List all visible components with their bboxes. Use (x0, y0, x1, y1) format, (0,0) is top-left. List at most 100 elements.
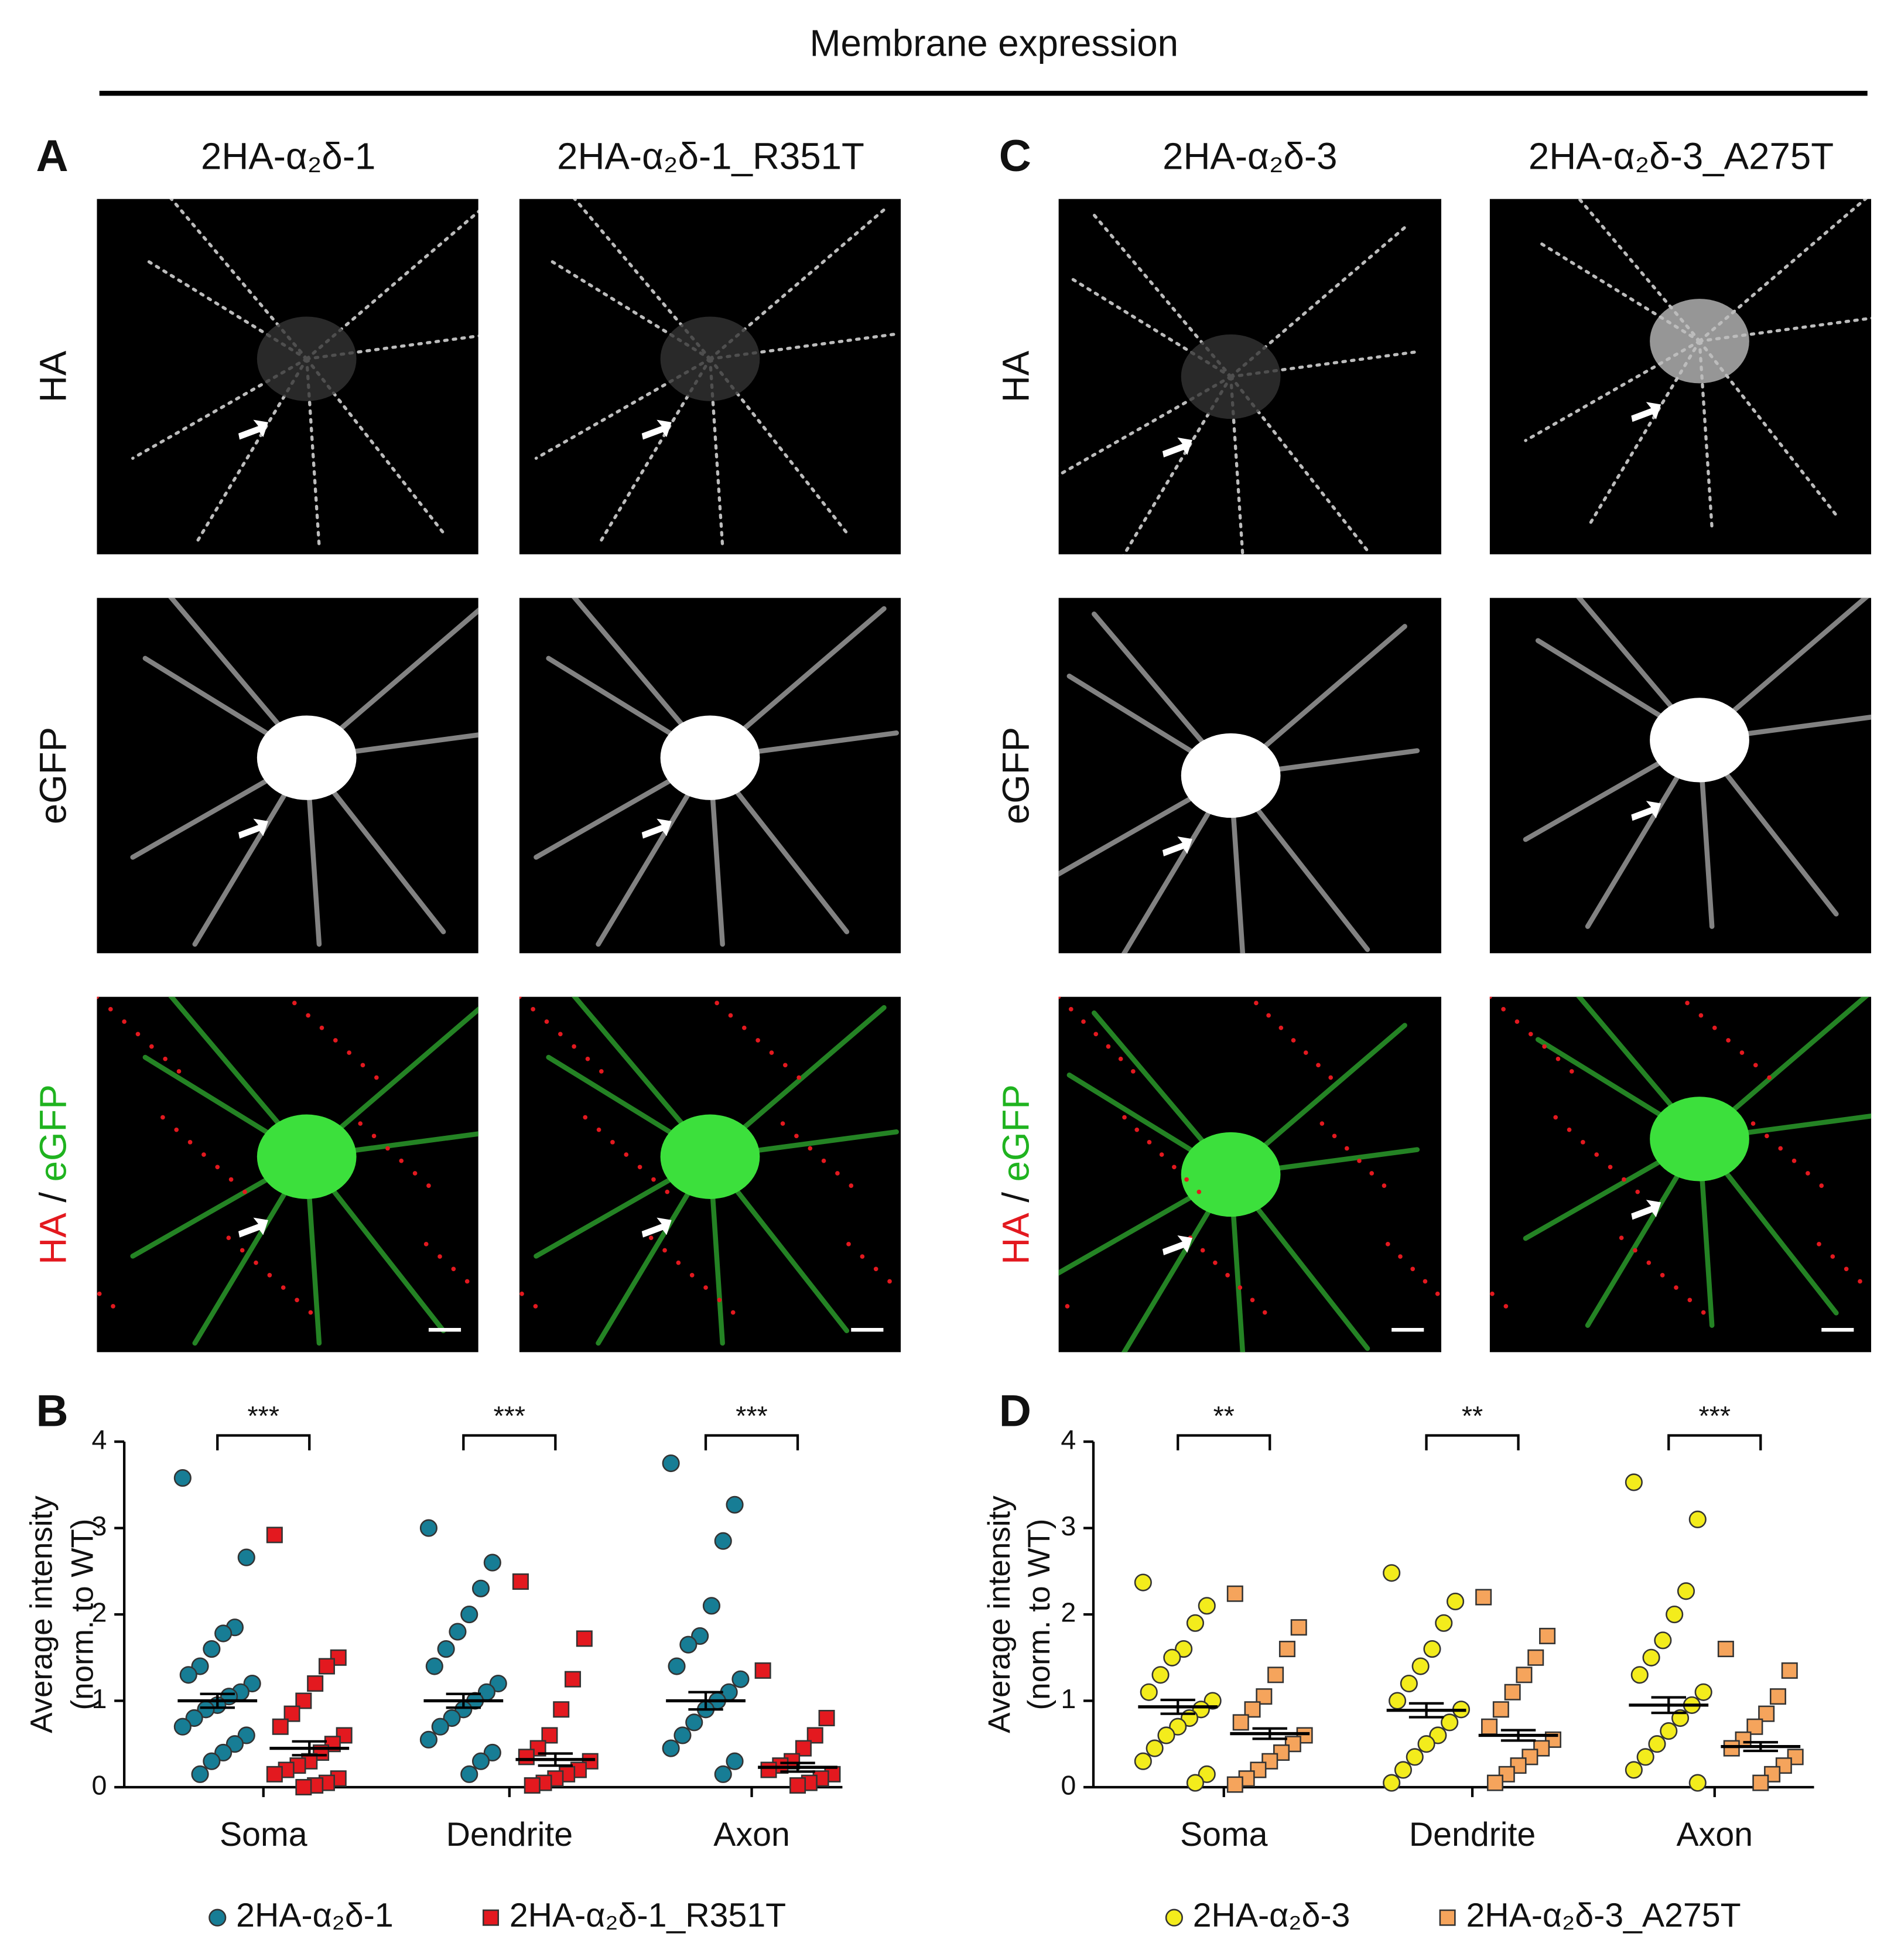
puncta (780, 1121, 785, 1126)
data-point (1134, 1573, 1152, 1592)
data-point (1232, 1714, 1249, 1731)
puncta (714, 1001, 719, 1006)
data-point (191, 1657, 209, 1675)
data-point (726, 1495, 744, 1514)
puncta (149, 1044, 154, 1049)
puncta (1385, 1242, 1390, 1247)
puncta (808, 1146, 813, 1151)
data-point (1481, 1718, 1498, 1735)
data-point (1475, 1589, 1492, 1606)
data-point (1666, 1605, 1684, 1624)
puncta (1134, 1127, 1140, 1132)
puncta (295, 1297, 299, 1303)
puncta (347, 1050, 351, 1055)
panel-letter: C (999, 131, 1031, 181)
data-point (1429, 1726, 1447, 1744)
puncta (1569, 1069, 1574, 1074)
puncta (1674, 1285, 1678, 1290)
puncta (174, 1127, 179, 1132)
puncta (689, 1273, 695, 1278)
puncta (796, 1075, 801, 1080)
data-point (1688, 1510, 1707, 1528)
puncta (1778, 1146, 1783, 1151)
puncta (1687, 1297, 1693, 1303)
sem-bar (446, 1692, 481, 1709)
puncta (1344, 1146, 1349, 1151)
data-point (191, 1765, 209, 1783)
puncta (742, 1025, 747, 1030)
puncta (1567, 1127, 1572, 1132)
puncta (519, 996, 522, 999)
data-point (295, 1778, 312, 1795)
puncta (1065, 1304, 1070, 1309)
puncta (1830, 1254, 1835, 1259)
puncta (122, 1019, 126, 1024)
puncta (849, 1183, 854, 1188)
sem-bar (538, 1752, 573, 1767)
data-point (1411, 1657, 1430, 1675)
soma (257, 316, 357, 401)
data-point (1163, 1648, 1181, 1667)
data-point (237, 1726, 255, 1744)
puncta (887, 1279, 892, 1284)
data-point (460, 1605, 478, 1624)
data-point (518, 1749, 535, 1766)
data-point (307, 1675, 324, 1692)
column-header: 2HA-α₂δ-1 (201, 136, 375, 177)
data-point (1625, 1761, 1643, 1779)
data-point (1752, 1774, 1769, 1791)
data-point (185, 1709, 203, 1727)
data-point (714, 1765, 732, 1783)
micrograph (519, 996, 901, 1353)
arrow (1631, 402, 1661, 422)
puncta (1237, 1285, 1243, 1290)
puncta (1423, 1279, 1428, 1284)
puncta (1319, 1121, 1325, 1126)
y-tick-label: 1 (92, 1684, 107, 1714)
puncta (412, 1171, 418, 1176)
data-point (1527, 1649, 1544, 1666)
data-point (272, 1718, 289, 1735)
puncta (1581, 1140, 1585, 1145)
data-point (512, 1573, 529, 1590)
puncta (717, 1297, 722, 1303)
puncta (583, 1115, 588, 1120)
puncta (1303, 1050, 1308, 1055)
puncta (1685, 1001, 1690, 1006)
puncta (1262, 1310, 1267, 1315)
merge-label-ha: HA (995, 1213, 1037, 1265)
puncta (97, 1291, 102, 1296)
puncta (385, 1146, 390, 1151)
puncta (1250, 1297, 1255, 1303)
puncta (1328, 1075, 1334, 1080)
soma (1181, 1132, 1281, 1217)
puncta (176, 1069, 182, 1074)
data-point (685, 1713, 703, 1732)
data-point (1630, 1666, 1649, 1684)
significance-bracket (1667, 1434, 1762, 1451)
significance-label: *** (494, 1401, 525, 1431)
puncta (1555, 1056, 1561, 1061)
data-point (1660, 1722, 1678, 1740)
data-point (425, 1657, 443, 1675)
puncta (1633, 1248, 1637, 1253)
puncta (651, 1177, 656, 1182)
data-point (1492, 1701, 1509, 1718)
arrow (641, 818, 672, 839)
sem-bar (1408, 1702, 1444, 1719)
puncta (1701, 1310, 1706, 1315)
sem-bar (200, 1692, 235, 1709)
puncta (648, 1235, 654, 1241)
data-point (1417, 1735, 1435, 1753)
data-point (1642, 1648, 1660, 1667)
soma (1650, 299, 1749, 384)
puncta (215, 1165, 220, 1170)
data-point (1203, 1692, 1222, 1710)
micrograph (1489, 199, 1886, 555)
puncta (464, 1279, 470, 1284)
data-point (565, 1671, 582, 1688)
puncta (821, 1158, 826, 1163)
data-point (1677, 1582, 1695, 1600)
puncta (1619, 1235, 1624, 1241)
